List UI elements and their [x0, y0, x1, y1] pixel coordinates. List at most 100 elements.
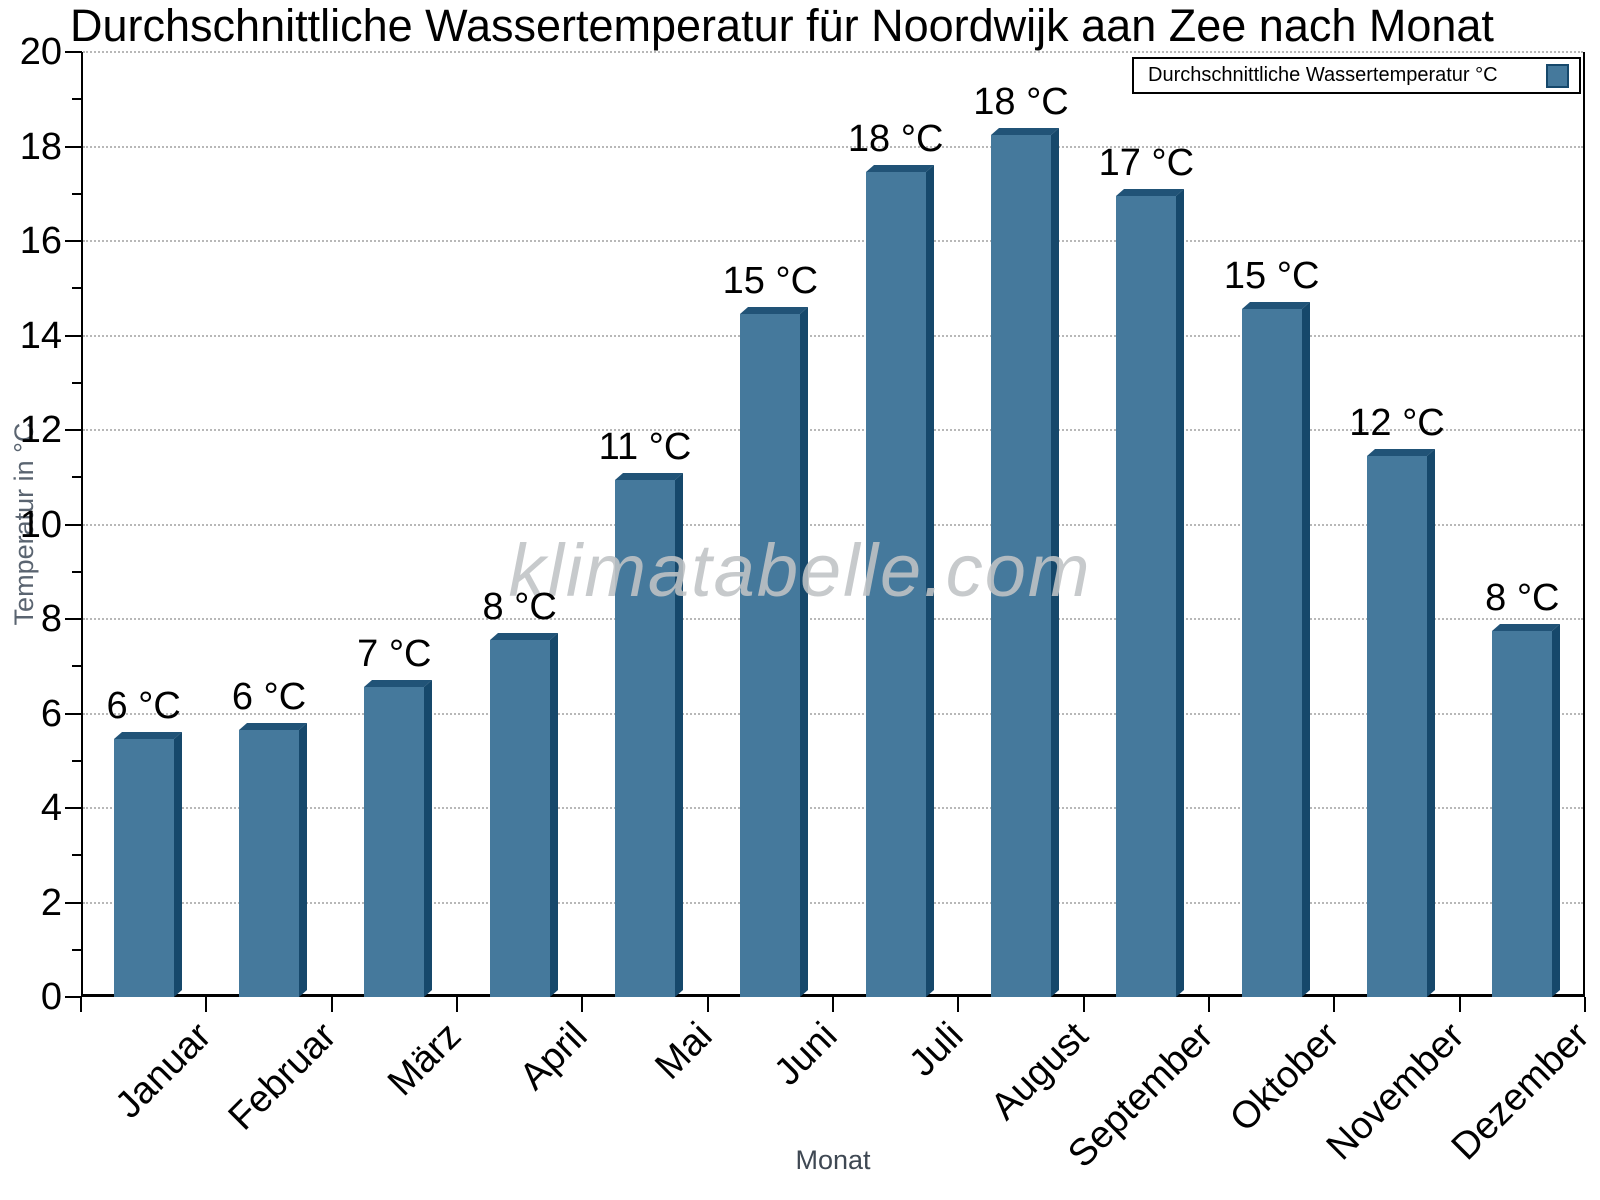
bar-face — [364, 687, 425, 997]
bar-value-label: 11 °C — [598, 426, 692, 468]
plot-area — [81, 51, 1585, 997]
y-major-tick — [65, 618, 82, 620]
bar-value-label: 15 °C — [1223, 255, 1320, 297]
bar-value-label: 17 °C — [1098, 142, 1195, 184]
bar-juni — [740, 307, 809, 997]
gridline — [83, 901, 1583, 904]
y-tick-label: 20 — [19, 31, 62, 73]
bar-value-label: 15 °C — [722, 260, 819, 302]
bar-side-bevel — [173, 732, 182, 997]
x-tick — [1584, 997, 1586, 1012]
bar-oktober — [1241, 302, 1310, 997]
y-tick-label: 14 — [19, 314, 62, 357]
bar-top-bevel — [991, 128, 1059, 135]
bar-mai — [615, 473, 683, 997]
bar-side-bevel — [1176, 189, 1185, 997]
y-tick-label: 0 — [40, 976, 62, 1018]
bar-value-label: 7 °C — [357, 633, 432, 675]
y-major-tick — [65, 240, 82, 242]
y-minor-tick — [72, 854, 82, 857]
y-minor-tick — [72, 759, 82, 762]
bar-side-bevel — [424, 680, 433, 997]
legend: Durchschnittliche Wassertemperatur °C — [1132, 57, 1581, 94]
x-tick — [1458, 997, 1461, 1012]
gridline — [83, 712, 1583, 715]
bar-dezember — [1492, 624, 1561, 997]
bar-face — [615, 480, 675, 997]
bar-top-bevel — [113, 732, 182, 739]
y-major-tick — [65, 334, 82, 337]
gridline — [83, 523, 1583, 526]
bar-top-bevel — [1367, 449, 1435, 456]
chart-title: Durchschnittliche Wassertemperatur für N… — [70, 0, 1494, 51]
bar-value-label: 8 °C — [1485, 577, 1560, 619]
x-tick — [205, 997, 208, 1012]
bar-face — [1367, 456, 1427, 997]
bar-side-bevel — [675, 473, 683, 997]
legend-label: Durchschnittliche Wassertemperatur °C — [1148, 64, 1498, 86]
y-major-tick — [65, 996, 82, 998]
y-major-tick — [65, 901, 82, 904]
y-minor-tick — [72, 381, 82, 384]
bar-top-bevel — [489, 633, 558, 640]
bar-top-bevel — [1116, 189, 1185, 196]
bar-face — [1492, 631, 1553, 997]
y-tick-label: 2 — [40, 881, 62, 924]
bar-face — [489, 640, 550, 997]
bar-face — [1241, 309, 1302, 997]
x-axis-title: Monat — [795, 1145, 871, 1175]
gridline — [83, 240, 1583, 242]
bar-side-bevel — [1552, 624, 1561, 997]
y-minor-tick — [72, 476, 82, 479]
y-major-tick — [65, 807, 82, 809]
gridline — [83, 51, 1583, 53]
y-major-tick — [65, 145, 82, 148]
bar-face — [865, 172, 926, 997]
bar-side-bevel — [299, 723, 307, 997]
y-minor-tick — [72, 570, 82, 573]
bar-value-label: 12 °C — [1349, 402, 1445, 444]
bar-face — [740, 314, 801, 997]
bar-face — [239, 730, 299, 997]
y-tick-label: 12 — [19, 409, 62, 451]
bar-side-bevel — [925, 165, 934, 997]
x-tick — [80, 997, 82, 1012]
x-tick — [456, 997, 458, 1012]
y-major-tick — [65, 429, 82, 431]
bar-top-bevel — [239, 723, 307, 730]
x-tick — [330, 997, 333, 1012]
x-tick — [957, 997, 960, 1012]
y-major-tick — [65, 51, 82, 53]
x-tick — [1333, 997, 1336, 1012]
bar-face — [113, 739, 174, 997]
bar-side-bevel — [1427, 449, 1435, 997]
bar-januar — [113, 732, 182, 997]
x-tick — [581, 997, 584, 1012]
bar-september — [1116, 189, 1185, 997]
y-tick-label: 8 — [40, 598, 62, 640]
y-minor-tick — [72, 948, 82, 951]
bar-top-bevel — [615, 473, 683, 480]
y-tick-label: 18 — [19, 125, 62, 168]
bar-side-bevel — [549, 633, 558, 997]
y-tick-label: 6 — [40, 692, 62, 735]
bar-value-label: 18 °C — [973, 81, 1069, 123]
bar-value-label: 6 °C — [231, 676, 307, 718]
y-tick-label: 16 — [19, 220, 62, 262]
y-major-tick — [65, 712, 82, 715]
bar-top-bevel — [364, 680, 433, 687]
y-tick-label: 10 — [19, 503, 62, 546]
x-tick — [1082, 997, 1085, 1012]
x-tick — [1208, 997, 1210, 1012]
y-major-tick — [65, 523, 82, 526]
bar-face — [1116, 196, 1177, 997]
gridline — [83, 334, 1583, 337]
x-tick — [706, 997, 709, 1012]
bar-value-label: 6 °C — [106, 685, 181, 727]
x-tick — [832, 997, 834, 1012]
gridline — [83, 618, 1583, 620]
bar-value-label: 18 °C — [847, 118, 944, 160]
bar-top-bevel — [1492, 624, 1561, 631]
gridline — [83, 429, 1583, 431]
bar-april — [489, 633, 558, 997]
